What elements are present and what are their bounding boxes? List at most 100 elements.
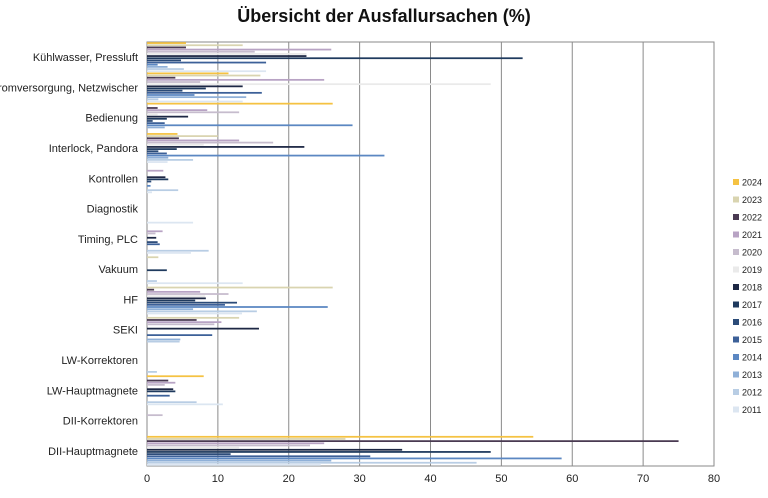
x-tick-label: 40 xyxy=(424,473,436,485)
bar xyxy=(147,189,179,192)
bar xyxy=(147,321,222,324)
legend-swatch xyxy=(733,354,739,360)
bar xyxy=(147,459,332,462)
bar xyxy=(147,81,201,83)
bar xyxy=(147,169,164,172)
legend-entry: 2014 xyxy=(742,353,762,363)
x-tick-label: 10 xyxy=(212,473,224,485)
bar xyxy=(147,124,353,127)
legend-swatch xyxy=(733,214,739,220)
bar xyxy=(147,53,307,55)
bar xyxy=(147,375,204,378)
bar xyxy=(147,310,257,313)
category-label: Bedienung xyxy=(85,113,138,125)
bar xyxy=(147,148,177,150)
bar xyxy=(147,457,562,460)
bar xyxy=(147,444,311,447)
bar xyxy=(147,150,159,153)
bar xyxy=(147,63,158,66)
bar xyxy=(147,394,170,397)
legend-swatch xyxy=(733,301,739,308)
bar xyxy=(147,334,213,337)
bar xyxy=(147,70,267,73)
legend-swatch xyxy=(733,249,739,255)
legend-entry: 2017 xyxy=(742,300,762,310)
bar xyxy=(147,65,168,68)
legend-entry: 2013 xyxy=(742,370,762,380)
category-label: LW-Korrektoren xyxy=(61,355,138,367)
bar xyxy=(147,122,165,125)
bar xyxy=(147,113,158,116)
bar xyxy=(147,303,225,306)
bar xyxy=(147,293,229,295)
bar xyxy=(147,120,153,122)
bar xyxy=(147,180,152,183)
bar xyxy=(147,191,152,194)
bar xyxy=(147,451,491,453)
plot-frame xyxy=(146,41,715,467)
bar xyxy=(147,464,321,466)
bar xyxy=(147,98,159,101)
bar xyxy=(147,288,155,291)
bar xyxy=(147,176,166,179)
bar xyxy=(147,297,206,300)
bar xyxy=(147,236,157,239)
bar xyxy=(147,126,165,129)
bar xyxy=(147,85,243,88)
category-label: SEKI xyxy=(113,325,138,337)
bar xyxy=(147,156,169,159)
x-tick-label: 50 xyxy=(495,473,507,485)
bar xyxy=(147,72,229,75)
bar xyxy=(147,87,206,90)
bar xyxy=(147,68,184,70)
bar xyxy=(147,152,167,155)
bar xyxy=(147,115,189,118)
legend-swatch xyxy=(733,371,739,378)
bar xyxy=(147,252,191,254)
bar xyxy=(147,100,243,103)
bar xyxy=(147,371,157,373)
bar xyxy=(147,383,165,386)
category-label: Kühlwasser, Pressluft xyxy=(33,52,138,64)
category-label: Vakuum xyxy=(98,264,138,276)
bar xyxy=(147,286,333,289)
bar xyxy=(147,107,158,109)
bar xyxy=(147,137,179,140)
bar xyxy=(147,111,240,114)
legend-swatch xyxy=(733,266,739,273)
x-tick-label: 20 xyxy=(283,473,295,485)
category-label: Diagnostik xyxy=(87,204,139,216)
category-label: Stromversorgung, Netzwischer xyxy=(0,82,138,94)
bar xyxy=(147,50,255,53)
bar xyxy=(147,388,174,391)
bar xyxy=(147,102,333,105)
bar xyxy=(147,48,332,51)
bar xyxy=(147,290,201,293)
bar xyxy=(147,316,240,319)
bar xyxy=(147,141,274,144)
legend-swatch xyxy=(733,336,739,343)
bar xyxy=(147,381,176,384)
legend-entry: 2012 xyxy=(742,388,762,398)
legend-entry: 2016 xyxy=(742,318,762,328)
bar xyxy=(147,143,204,146)
legend-swatch xyxy=(733,179,739,185)
category-label: Interlock, Pandora xyxy=(49,143,139,155)
bar xyxy=(147,146,305,148)
bar xyxy=(147,453,231,455)
category-label: Timing, PLC xyxy=(78,234,138,246)
bar xyxy=(147,117,167,120)
x-tick-label: 0 xyxy=(144,473,150,485)
bar xyxy=(147,312,242,315)
bar xyxy=(147,256,159,259)
bar xyxy=(147,299,196,302)
bar xyxy=(147,232,156,235)
bar xyxy=(147,455,371,458)
bar xyxy=(147,91,262,94)
bar xyxy=(147,61,267,64)
legend-entry: 2018 xyxy=(742,283,762,293)
x-tick-label: 80 xyxy=(708,473,720,485)
category-label: DII-Korrektoren xyxy=(63,416,138,428)
